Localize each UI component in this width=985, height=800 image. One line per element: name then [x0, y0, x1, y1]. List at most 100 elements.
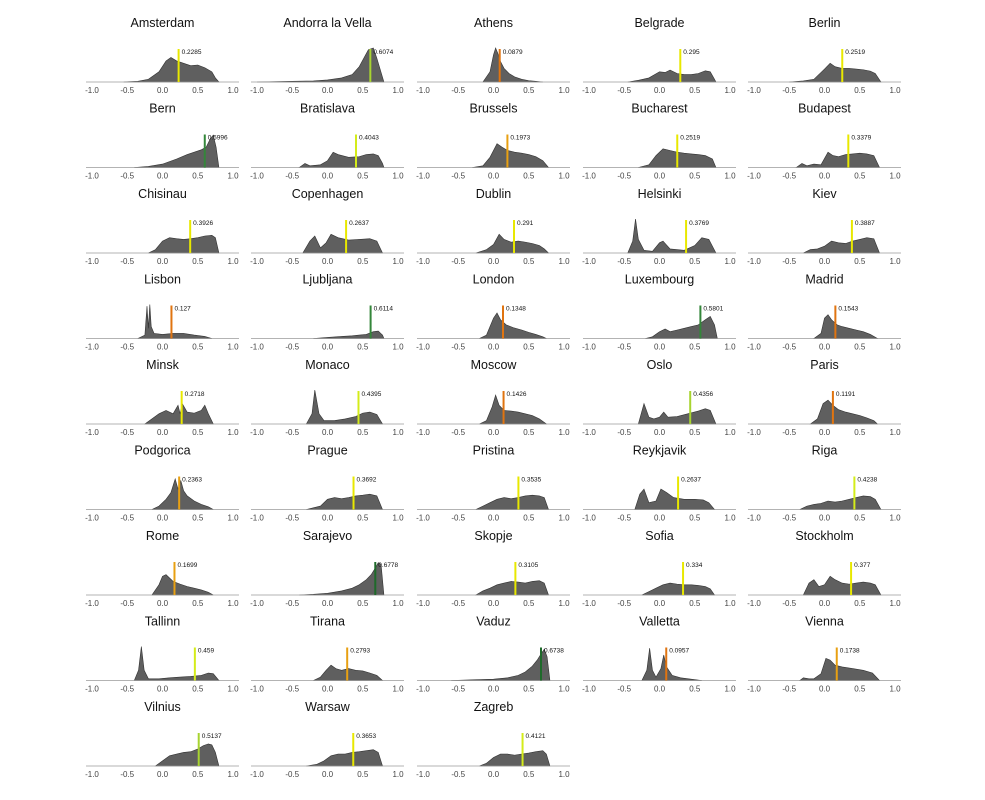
density-area	[134, 134, 220, 168]
mean-value-label: 0.3105	[518, 562, 538, 569]
density-area	[451, 648, 551, 681]
density-area	[798, 658, 881, 681]
x-tick-label: -0.5	[120, 514, 134, 523]
x-tick-label: 0.5	[523, 685, 535, 694]
density-area	[789, 62, 882, 83]
x-tick-label: 1.0	[392, 257, 404, 266]
x-tick-label: -0.5	[451, 514, 465, 523]
x-tick-label: 0.5	[689, 514, 701, 523]
mean-value-label: 0.6074	[373, 49, 393, 56]
mean-value-label: 0.377	[854, 562, 871, 569]
x-tick-label: 0.0	[654, 257, 666, 266]
x-tick-label: 1.0	[558, 428, 570, 437]
panel-title: Minsk	[146, 358, 179, 372]
panel-vaduz: Vaduz 0.6738 -1.0 -0.5 0.0 0.5 1.0	[416, 615, 570, 694]
x-tick-label: 0.0	[157, 172, 169, 181]
x-tick-label: 0.0	[157, 257, 169, 266]
x-tick-label: 0.5	[523, 86, 535, 95]
mean-value-label: 0.4238	[857, 477, 877, 484]
x-tick-label: -1.0	[416, 685, 430, 694]
mean-value-label: 0.2519	[680, 135, 700, 142]
x-tick-label: 0.5	[523, 172, 535, 181]
panel-oslo: Oslo 0.4356 -1.0 -0.5 0.0 0.5 1.0	[582, 358, 736, 437]
density-area	[475, 233, 550, 254]
x-tick-label: -0.5	[782, 514, 796, 523]
x-tick-label: -1.0	[85, 514, 99, 523]
density-area	[479, 394, 548, 425]
panel-title: Prague	[307, 444, 347, 458]
x-tick-label: -1.0	[250, 599, 264, 608]
x-tick-label: 1.0	[392, 428, 404, 437]
density-area	[641, 582, 716, 596]
x-tick-label: -1.0	[85, 599, 99, 608]
x-tick-label: 0.5	[192, 257, 204, 266]
x-tick-label: 0.5	[689, 86, 701, 95]
panel-title: Andorra la Vella	[283, 16, 371, 30]
panel-title: Reykjavik	[633, 444, 687, 458]
x-tick-label: 1.0	[558, 343, 570, 352]
panel-copenhagen: Copenhagen 0.2637 -1.0 -0.5 0.0 0.5 1.0	[250, 187, 404, 266]
density-area	[482, 47, 543, 83]
x-tick-label: -0.5	[120, 343, 134, 352]
panel-title: Bucharest	[631, 102, 688, 116]
x-tick-label: -1.0	[582, 599, 596, 608]
mean-value-label: 0.2285	[182, 49, 202, 56]
x-tick-label: 0.5	[192, 770, 204, 779]
panel-bern: Bern 0.5996 -1.0 -0.5 0.0 0.5 1.0	[85, 102, 239, 181]
x-tick-label: 0.0	[488, 343, 500, 352]
x-tick-label: -0.5	[285, 86, 299, 95]
panel-vilnius: Vilnius 0.5137 -1.0 -0.5 0.0 0.5 1.0	[85, 700, 239, 779]
x-tick-label: 0.0	[654, 599, 666, 608]
x-tick-label: 0.0	[819, 514, 831, 523]
x-tick-label: 0.0	[654, 172, 666, 181]
panel-podgorica: Podgorica 0.2363 -1.0 -0.5 0.0 0.5 1.0	[85, 444, 239, 523]
x-tick-label: -1.0	[416, 428, 430, 437]
panel-brussels: Brussels 0.1973 -1.0 -0.5 0.0 0.5 1.0	[416, 102, 570, 181]
x-tick-label: 0.0	[322, 257, 334, 266]
x-tick-label: -1.0	[250, 514, 264, 523]
x-tick-label: 0.5	[192, 599, 204, 608]
x-tick-label: -1.0	[416, 599, 430, 608]
panel-title: Monaco	[305, 358, 350, 372]
x-tick-label: -1.0	[416, 172, 430, 181]
panel-monaco: Monaco 0.4395 -1.0 -0.5 0.0 0.5 1.0	[250, 358, 404, 437]
x-tick-label: 0.0	[488, 770, 500, 779]
x-tick-label: 1.0	[558, 257, 570, 266]
x-tick-label: -1.0	[416, 86, 430, 95]
panel-athens: Athens 0.0879 -1.0 -0.5 0.0 0.5 1.0	[416, 16, 570, 95]
x-tick-label: -1.0	[582, 257, 596, 266]
density-area	[479, 750, 551, 767]
mean-value-label: 0.1191	[836, 391, 856, 398]
panel-title: Dublin	[476, 187, 511, 201]
mean-value-label: 0.3379	[851, 135, 871, 142]
x-tick-label: 1.0	[392, 770, 404, 779]
panel-ljubljana: Ljubljana 0.6114 -1.0 -0.5 0.0 0.5 1.0	[250, 273, 404, 352]
x-tick-label: 0.0	[488, 86, 500, 95]
panel-title: Valletta	[639, 615, 680, 629]
mean-value-label: 0.1699	[177, 562, 197, 569]
x-tick-label: 0.0	[157, 685, 169, 694]
x-tick-label: 0.5	[854, 86, 866, 95]
x-tick-label: 0.5	[192, 86, 204, 95]
x-tick-label: -1.0	[85, 172, 99, 181]
x-tick-label: 0.0	[322, 770, 334, 779]
density-area	[479, 312, 547, 339]
x-tick-label: -1.0	[747, 343, 761, 352]
x-tick-label: 0.5	[523, 257, 535, 266]
panel-pristina: Pristina 0.3535 -1.0 -0.5 0.0 0.5 1.0	[416, 444, 570, 523]
x-tick-label: -0.5	[451, 257, 465, 266]
panel-title: Skopje	[474, 529, 512, 543]
x-tick-label: 0.5	[854, 685, 866, 694]
x-tick-label: -1.0	[250, 770, 264, 779]
x-tick-label: -0.5	[782, 685, 796, 694]
density-area	[474, 580, 549, 596]
x-tick-label: -1.0	[250, 685, 264, 694]
density-area	[305, 389, 384, 425]
mean-value-label: 0.5996	[208, 135, 228, 142]
x-tick-label: 0.0	[488, 172, 500, 181]
x-tick-label: 1.0	[558, 770, 570, 779]
density-area	[298, 151, 385, 168]
x-tick-label: -1.0	[747, 86, 761, 95]
mean-value-label: 0.2519	[845, 49, 865, 56]
panel-title: Ljubljana	[302, 273, 352, 287]
